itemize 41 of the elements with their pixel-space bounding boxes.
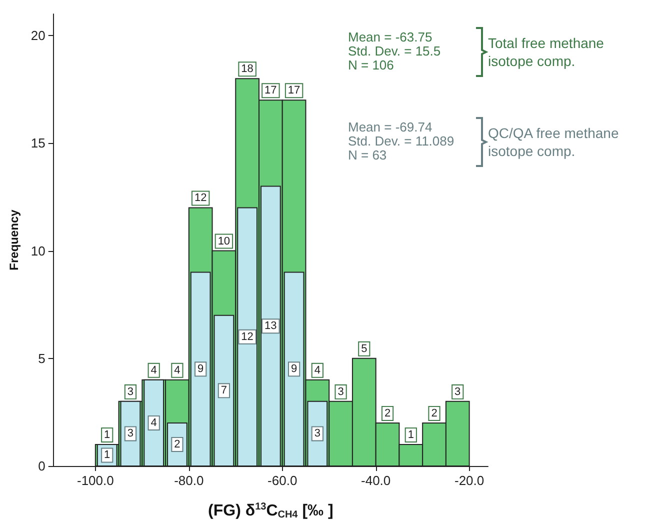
data-label: 17	[264, 84, 277, 97]
x-tick-label: -60.0	[268, 473, 298, 488]
text: Total free methane isotope comp.	[488, 35, 604, 69]
data-label: 3	[127, 428, 134, 440]
data-label: 18	[241, 63, 254, 76]
text: QC/QA free methane isotope comp.	[488, 125, 619, 159]
y-tick-label: 0	[38, 458, 46, 474]
data-label: 17	[288, 84, 300, 97]
data-label: 12	[194, 192, 207, 204]
data-label: 13	[264, 320, 277, 332]
data-label: 2	[174, 438, 180, 450]
annotation: Mean = -63.75 Std. Dev. = 15.5 N = 106	[348, 30, 441, 72]
y-axis-title: Frequency	[7, 209, 21, 270]
data-label: 4	[150, 416, 157, 429]
x-tick-label: -20.0	[454, 473, 484, 488]
data-label: 9	[290, 363, 298, 376]
data-label: 3	[314, 428, 320, 440]
y-tick-label: 20	[30, 28, 46, 44]
data-label: 4	[174, 364, 180, 376]
x-tick-label: -80.0	[174, 473, 204, 488]
data-label: 3	[127, 386, 134, 398]
y-tick-label: 15	[30, 136, 46, 151]
data-label: 2	[431, 407, 438, 420]
y-tick-label: 5	[38, 350, 46, 366]
data-label: 7	[220, 384, 228, 397]
data-label: 5	[361, 342, 368, 355]
data-label: 1	[104, 449, 110, 462]
data-label: 12	[241, 330, 254, 343]
annotation: Mean = -69.74 Std. Dev. = 11.089 N = 63	[348, 120, 454, 162]
data-label: 1	[408, 428, 414, 441]
data-label: 4	[150, 364, 157, 376]
x-tick-label: -100.0	[76, 473, 114, 488]
x-tick-label: -40.0	[361, 473, 391, 488]
data-label: 4	[314, 364, 320, 376]
y-tick-label: 10	[30, 243, 46, 258]
data-label: 9	[198, 363, 204, 376]
data-label: 1	[104, 428, 110, 441]
data-label: 2	[384, 407, 391, 420]
data-label: 10	[218, 235, 230, 248]
data-label: 3	[454, 386, 461, 398]
data-label: 3	[338, 386, 344, 398]
